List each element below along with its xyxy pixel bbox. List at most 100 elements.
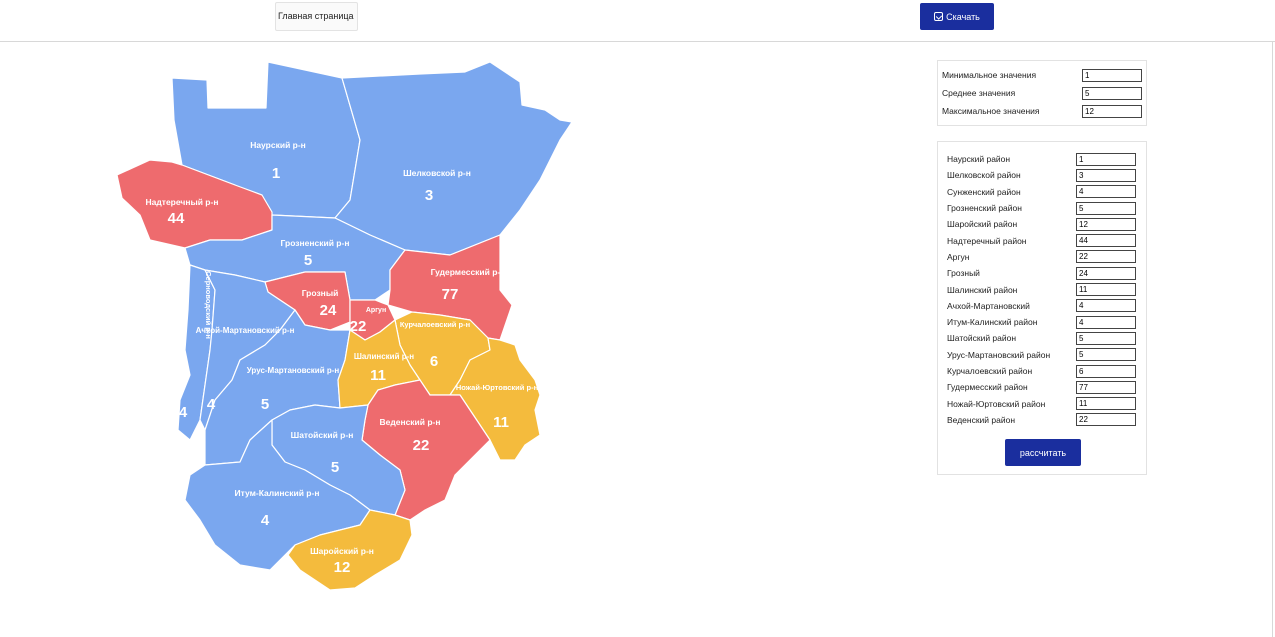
avg-value-label: Среднее значения xyxy=(942,88,1016,98)
district-label: Шаройский район xyxy=(947,219,1018,230)
district-value-field[interactable] xyxy=(1076,413,1136,427)
district-value-field[interactable] xyxy=(1076,380,1136,394)
district-value-field[interactable] xyxy=(1076,266,1136,280)
label-shalinsky-name: Шалинский р-н xyxy=(354,352,414,361)
district-value-field[interactable] xyxy=(1076,152,1136,166)
label-argun-name: Аргун xyxy=(366,307,386,314)
label-sernovodsky-name: Серноводский р-н xyxy=(204,271,213,339)
label-nozhay-value: 11 xyxy=(493,414,509,431)
calculate-button[interactable]: рассчитать xyxy=(1005,439,1081,466)
district-row: Наурский район xyxy=(947,151,1136,167)
district-row: Шалинский район xyxy=(947,281,1136,297)
max-value-label: Максимальное значения xyxy=(942,106,1040,116)
label-grozny-value: 24 xyxy=(320,302,337,319)
label-sharoy-name: Шаройский р-н xyxy=(310,546,374,556)
district-value-field[interactable] xyxy=(1076,283,1136,297)
district-label: Грозный xyxy=(947,268,980,279)
district-label: Ножай-Юртовский район xyxy=(947,398,1046,409)
district-label: Ачхой-Мартановский xyxy=(947,300,1030,311)
label-gudermessky-name: Гудермесский р-н xyxy=(431,267,506,277)
district-value-field[interactable] xyxy=(1076,234,1136,248)
label-nozhay-name: Ножай-Юртовский р-н xyxy=(456,383,538,392)
district-value-field[interactable] xyxy=(1076,299,1136,313)
district-label: Урус-Мартановский район xyxy=(947,349,1051,360)
region-map: Наурский р-н 1 Шелковской р-н 3 Надтереч… xyxy=(100,55,590,600)
min-value-field[interactable] xyxy=(1082,68,1142,82)
home-page-link[interactable]: Главная страница xyxy=(275,2,358,31)
district-label: Шелковской район xyxy=(947,170,1021,181)
max-value-field[interactable] xyxy=(1082,104,1142,118)
district-sharoy[interactable] xyxy=(287,509,413,591)
label-gudermessky-value: 77 xyxy=(442,286,459,303)
label-argun-value: 22 xyxy=(350,318,367,335)
district-row: Шаройский район xyxy=(947,216,1136,232)
district-value-field[interactable] xyxy=(1076,250,1136,264)
district-label: Надтеречный район xyxy=(947,235,1027,246)
district-value-field[interactable] xyxy=(1076,364,1136,378)
label-shalinsky-value: 11 xyxy=(370,367,386,384)
district-value-field[interactable] xyxy=(1076,331,1136,345)
page-edge-divider xyxy=(1272,42,1273,637)
label-itum-value: 4 xyxy=(261,512,270,529)
label-shelkovskoy-value: 3 xyxy=(425,187,433,204)
chechnya-map-svg: Наурский р-н 1 Шелковской р-н 3 Надтереч… xyxy=(116,61,573,591)
district-label: Сунженский район xyxy=(947,186,1021,197)
district-value-field[interactable] xyxy=(1076,168,1136,182)
label-kurchaloy-name: Курчалоевский р-н xyxy=(400,320,470,329)
district-row: Шелковской район xyxy=(947,167,1136,183)
district-row: Сунженский район xyxy=(947,184,1136,200)
min-value-label: Минимальное значения xyxy=(942,70,1037,80)
label-naursky-name: Наурский р-н xyxy=(250,140,306,150)
label-groznensky-value: 5 xyxy=(304,252,312,269)
district-value-field[interactable] xyxy=(1076,348,1136,362)
district-row: Надтеречный район xyxy=(947,232,1136,248)
label-kurchaloy-value: 6 xyxy=(430,353,438,370)
district-input-panel: Наурский район Шелковской район Сунженск… xyxy=(937,141,1147,475)
label-shatoy-name: Шатойский р-н xyxy=(291,430,354,440)
district-row: Веденский район xyxy=(947,412,1136,428)
label-vedensky-value: 22 xyxy=(413,437,430,454)
district-label: Веденский район xyxy=(947,414,1016,425)
label-vedensky-name: Веденский р-н xyxy=(379,417,440,427)
district-value-field[interactable] xyxy=(1076,397,1136,411)
top-bar: Главная страница Скачать xyxy=(0,0,1275,42)
district-label: Аргун xyxy=(947,251,970,262)
district-label: Итум-Калинский район xyxy=(947,317,1038,328)
district-value-field[interactable] xyxy=(1076,201,1136,215)
label-nadterechny-value: 44 xyxy=(168,210,185,227)
district-label: Курчалоевский район xyxy=(947,366,1033,376)
label-nadterechny-name: Надтеречный р-н xyxy=(146,197,219,207)
district-nozhay[interactable] xyxy=(449,337,541,461)
label-urus-name: Урус-Мартановский р-н xyxy=(247,366,340,375)
label-itum-name: Итум-Калинский р-н xyxy=(235,488,320,498)
district-row: Аргун xyxy=(947,249,1136,265)
district-row: Ножай-Юртовский район xyxy=(947,395,1136,411)
label-urus-value: 5 xyxy=(261,396,269,413)
district-shelkovskoy[interactable] xyxy=(334,61,573,256)
district-label: Шалинский район xyxy=(947,284,1018,295)
district-value-field[interactable] xyxy=(1076,315,1136,329)
label-shatoy-value: 5 xyxy=(331,459,339,476)
district-label: Шатойский район xyxy=(947,333,1017,344)
download-icon xyxy=(934,12,944,21)
district-row: Шатойский район xyxy=(947,330,1136,346)
district-label: Наурский район xyxy=(947,154,1011,165)
download-label: Скачать xyxy=(946,11,980,22)
district-label: Грозненский район xyxy=(947,203,1022,214)
stat-row-min: Минимальное значения xyxy=(942,66,1142,84)
label-grozny-name: Грозный xyxy=(302,288,339,298)
stat-row-max: Максимальное значения xyxy=(942,102,1142,120)
district-row: Курчалоевский район xyxy=(947,363,1136,379)
district-value-field[interactable] xyxy=(1076,185,1136,199)
label-achkhoy-name: Ачхой-Мартановский р-н xyxy=(196,326,295,335)
download-button[interactable]: Скачать xyxy=(920,3,994,30)
district-label: Гудермесский район xyxy=(947,382,1028,393)
district-row: Урус-Мартановский район xyxy=(947,347,1136,363)
label-groznensky-name: Грозненский р-н xyxy=(281,238,350,248)
label-sharoy-value: 12 xyxy=(334,559,351,576)
district-value-field[interactable] xyxy=(1076,217,1136,231)
label-sernovodsky-value: 4 xyxy=(179,404,188,421)
district-row: Гудермесский район xyxy=(947,379,1136,395)
avg-value-field[interactable] xyxy=(1082,86,1142,100)
district-row: Ачхой-Мартановский xyxy=(947,298,1136,314)
